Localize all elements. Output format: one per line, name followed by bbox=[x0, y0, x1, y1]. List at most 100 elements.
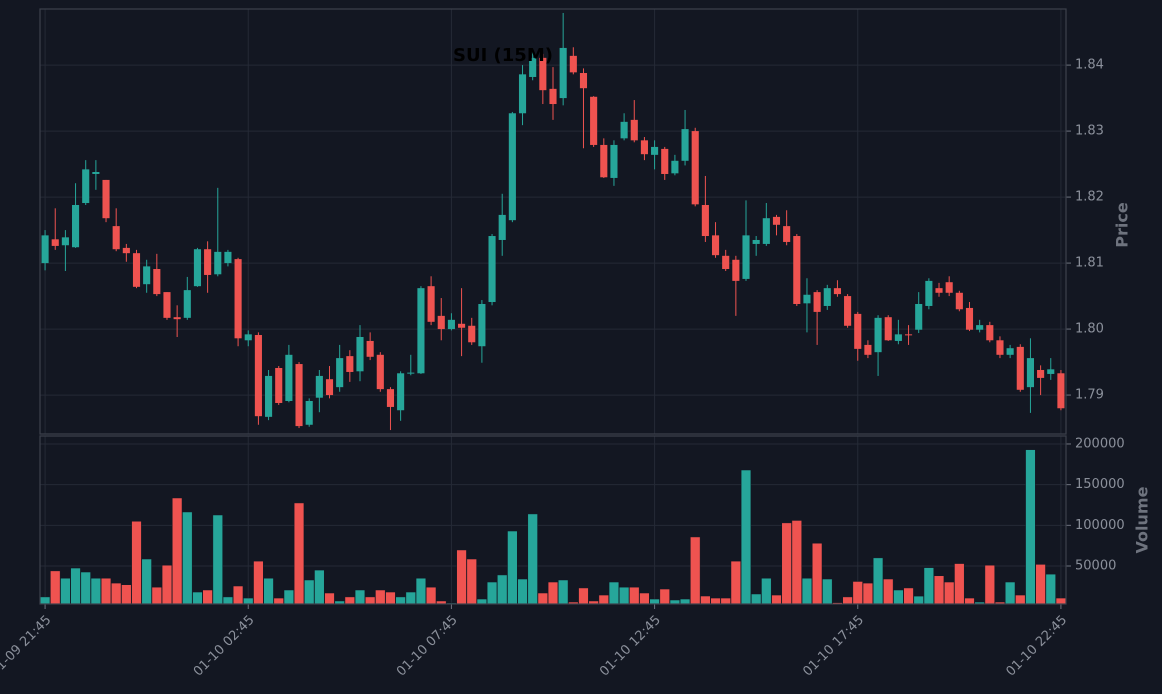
volume-bar bbox=[415, 577, 427, 605]
candle-body bbox=[610, 144, 618, 178]
y-tick-label: 1.83 bbox=[1075, 124, 1104, 139]
volume-bar bbox=[954, 563, 965, 605]
volume-bar bbox=[253, 560, 264, 605]
candle-body bbox=[458, 323, 466, 328]
volume-axis-label: Volume bbox=[1133, 486, 1152, 553]
candle-body bbox=[803, 294, 811, 304]
candle-body bbox=[234, 259, 242, 339]
candle-body bbox=[935, 288, 943, 293]
volume-bar bbox=[243, 597, 254, 605]
volume-bar bbox=[730, 560, 741, 605]
candle-body bbox=[833, 288, 841, 295]
volume-bar bbox=[354, 589, 366, 605]
candle-body bbox=[183, 290, 191, 318]
candle-body bbox=[305, 401, 313, 425]
volume-bar bbox=[273, 597, 284, 605]
volume-bar bbox=[852, 581, 863, 605]
volume-bar bbox=[283, 589, 295, 605]
candle-body bbox=[356, 336, 364, 372]
candle-body bbox=[630, 119, 638, 141]
candle-body bbox=[1006, 348, 1014, 355]
candle-body bbox=[1026, 358, 1035, 388]
volume-bar bbox=[212, 514, 223, 605]
candle-body bbox=[71, 205, 80, 248]
candle-body bbox=[41, 235, 49, 264]
candle-body bbox=[640, 140, 648, 155]
volume-frame bbox=[39, 435, 1067, 605]
volume-bar bbox=[751, 593, 762, 605]
candle-body bbox=[701, 205, 709, 237]
candle-body bbox=[813, 292, 821, 312]
y-tick-label: 1.79 bbox=[1075, 388, 1104, 403]
candle-body bbox=[254, 335, 262, 417]
volume-bar bbox=[679, 598, 691, 605]
candle-body bbox=[691, 131, 699, 205]
candle-body bbox=[173, 317, 181, 320]
candle-body bbox=[884, 317, 892, 341]
volume-bar bbox=[893, 589, 904, 605]
candle-body bbox=[397, 373, 405, 411]
candle-body bbox=[214, 251, 222, 275]
volume-bar bbox=[39, 596, 51, 605]
candle-body bbox=[488, 236, 496, 303]
volume-bar bbox=[324, 592, 335, 605]
candle-body bbox=[1037, 369, 1045, 378]
candle-body bbox=[275, 368, 283, 403]
volume-bar bbox=[365, 596, 376, 605]
volume-bar bbox=[304, 579, 315, 605]
candle-body bbox=[986, 325, 994, 341]
volume-bar bbox=[710, 597, 721, 605]
candle-body bbox=[549, 88, 557, 105]
candle-body bbox=[346, 356, 354, 372]
volume-bar bbox=[872, 557, 884, 605]
volume-bar bbox=[202, 589, 213, 605]
candle-body bbox=[620, 121, 628, 139]
candle-body bbox=[437, 315, 445, 330]
y-tick-label: 1.80 bbox=[1075, 322, 1104, 337]
candle-body bbox=[285, 354, 293, 402]
candle-body bbox=[193, 249, 202, 287]
volume-bar bbox=[395, 596, 406, 605]
candle-body bbox=[112, 226, 120, 250]
volume-bar bbox=[690, 536, 701, 605]
plot-layer bbox=[39, 9, 1071, 609]
volume-bar bbox=[70, 567, 81, 605]
volume-bar bbox=[811, 542, 823, 605]
candle-body bbox=[61, 237, 69, 246]
candle-body bbox=[955, 292, 963, 310]
volume-tick-label: 100000 bbox=[1075, 518, 1125, 533]
volume-bar bbox=[933, 575, 945, 605]
candle-body bbox=[864, 344, 872, 355]
candle-body bbox=[854, 313, 862, 349]
volume-bar bbox=[537, 592, 548, 605]
volume-bar bbox=[740, 469, 752, 605]
volume-bar bbox=[618, 586, 630, 605]
volume-bar bbox=[192, 591, 203, 605]
candle-body bbox=[529, 57, 537, 77]
candle-body bbox=[265, 375, 273, 417]
chart-title: SUI (15M) bbox=[453, 45, 553, 66]
volume-bar bbox=[90, 577, 101, 605]
volume-bar bbox=[517, 578, 528, 605]
volume-bar bbox=[862, 582, 874, 605]
volume-tick-label: 150000 bbox=[1075, 477, 1125, 492]
volume-bar bbox=[497, 574, 508, 605]
volume-bar bbox=[771, 594, 782, 605]
volume-bar bbox=[558, 579, 569, 605]
candle-body bbox=[823, 288, 831, 306]
candle-body bbox=[92, 172, 100, 174]
volume-bar bbox=[486, 581, 498, 605]
candle-body bbox=[915, 303, 923, 330]
volume-bar bbox=[903, 587, 914, 605]
volume-bar bbox=[344, 596, 355, 605]
volume-bar bbox=[172, 497, 183, 605]
volume-bar bbox=[700, 595, 711, 605]
candle-body bbox=[498, 214, 506, 240]
candle-body bbox=[122, 247, 130, 254]
volume-bar bbox=[720, 597, 731, 605]
volume-bar bbox=[405, 591, 416, 605]
y-tick-label: 1.81 bbox=[1075, 256, 1104, 271]
volume-bar bbox=[659, 588, 670, 605]
candle-body bbox=[925, 280, 933, 306]
volume-bar bbox=[375, 589, 386, 605]
